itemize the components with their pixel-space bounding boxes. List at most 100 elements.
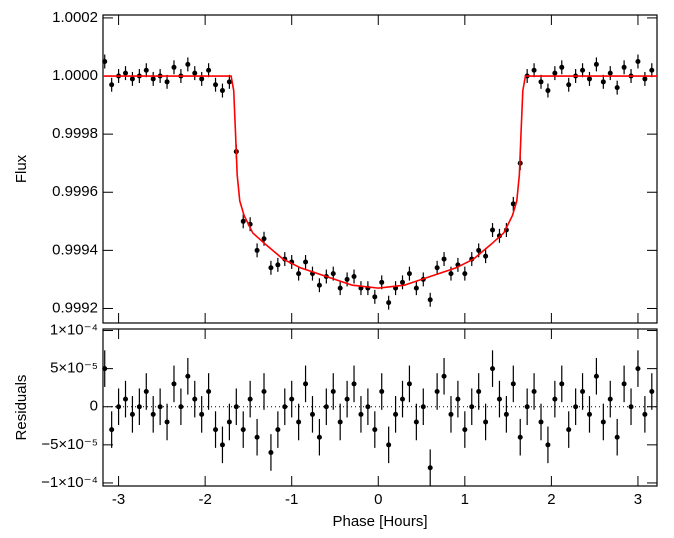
data-point bbox=[185, 61, 191, 67]
data-point bbox=[545, 88, 551, 94]
data-point bbox=[586, 411, 592, 417]
data-point bbox=[226, 419, 232, 425]
data-point bbox=[143, 388, 149, 394]
data-point bbox=[566, 82, 572, 88]
data-point bbox=[309, 411, 315, 417]
data-point bbox=[400, 396, 406, 402]
data-point bbox=[240, 218, 246, 224]
data-point bbox=[503, 411, 509, 417]
data-point bbox=[268, 449, 274, 455]
data-point bbox=[490, 227, 496, 233]
data-point bbox=[386, 442, 392, 448]
data-point bbox=[427, 297, 433, 303]
x-tick-label: 3 bbox=[634, 491, 642, 508]
data-point bbox=[261, 388, 267, 394]
data-point bbox=[185, 373, 191, 379]
data-point bbox=[351, 274, 357, 280]
data-point bbox=[600, 79, 606, 85]
y-axis-label: Residuals bbox=[13, 375, 30, 441]
data-point bbox=[573, 404, 579, 410]
data-point bbox=[219, 88, 225, 94]
data-point bbox=[192, 396, 198, 402]
data-point bbox=[621, 381, 627, 387]
data-point bbox=[199, 411, 205, 417]
data-point bbox=[164, 419, 170, 425]
data-point bbox=[649, 388, 655, 394]
data-point bbox=[289, 396, 295, 402]
data-point bbox=[323, 404, 329, 410]
data-point bbox=[642, 76, 648, 82]
data-point bbox=[490, 366, 496, 372]
data-point bbox=[344, 396, 350, 402]
data-point bbox=[580, 67, 586, 73]
data-point bbox=[406, 381, 412, 387]
x-tick-label: 0 bbox=[374, 491, 382, 508]
data-point bbox=[462, 271, 468, 277]
data-point bbox=[552, 396, 558, 402]
data-point bbox=[282, 404, 288, 410]
data-point bbox=[254, 247, 260, 253]
x-tick-label: -2 bbox=[198, 491, 211, 508]
data-point bbox=[593, 61, 599, 67]
data-point bbox=[510, 381, 516, 387]
data-point bbox=[123, 70, 129, 76]
data-point bbox=[157, 404, 163, 410]
data-point bbox=[413, 285, 419, 291]
data-point bbox=[420, 404, 426, 410]
x-axis-label: Phase [Hours] bbox=[332, 513, 427, 530]
data-point bbox=[413, 419, 419, 425]
data-point bbox=[427, 465, 433, 471]
data-point bbox=[517, 434, 523, 440]
data-point bbox=[586, 76, 592, 82]
data-point bbox=[129, 411, 135, 417]
data-point bbox=[635, 366, 641, 372]
data-point bbox=[296, 271, 302, 277]
data-point bbox=[386, 300, 392, 306]
y-tick-label: 0 bbox=[90, 398, 98, 415]
y-tick-label: −1×10⁻⁴ bbox=[41, 474, 98, 491]
data-point bbox=[621, 64, 627, 70]
data-point bbox=[476, 388, 482, 394]
data-point bbox=[150, 411, 156, 417]
data-point bbox=[206, 388, 212, 394]
data-point bbox=[150, 76, 156, 82]
data-point bbox=[538, 79, 544, 85]
data-point bbox=[524, 404, 530, 410]
data-point bbox=[448, 411, 454, 417]
data-point bbox=[400, 279, 406, 285]
data-point bbox=[337, 285, 343, 291]
data-point bbox=[607, 70, 613, 76]
data-point bbox=[275, 427, 281, 433]
data-point bbox=[316, 434, 322, 440]
data-point bbox=[434, 265, 440, 271]
data-point bbox=[580, 388, 586, 394]
data-point bbox=[233, 404, 239, 410]
y-tick-label: 0.9996 bbox=[52, 183, 98, 200]
data-point bbox=[337, 419, 343, 425]
data-point bbox=[116, 404, 122, 410]
data-point bbox=[303, 259, 309, 265]
x-tick-label: 1 bbox=[461, 491, 469, 508]
data-point bbox=[178, 404, 184, 410]
data-point bbox=[102, 58, 108, 64]
y-tick-label: 1.0002 bbox=[52, 9, 98, 26]
data-point bbox=[628, 404, 634, 410]
data-point bbox=[607, 396, 613, 402]
data-point bbox=[635, 58, 641, 64]
y-tick-label: 0.9998 bbox=[52, 125, 98, 142]
data-point bbox=[538, 419, 544, 425]
data-point bbox=[254, 434, 260, 440]
data-point bbox=[344, 276, 350, 282]
data-point bbox=[268, 265, 274, 271]
data-point bbox=[434, 388, 440, 394]
data-point bbox=[275, 262, 281, 268]
data-point bbox=[143, 67, 149, 73]
data-point bbox=[510, 201, 516, 207]
data-point bbox=[351, 381, 357, 387]
y-axis-label: Flux bbox=[13, 154, 30, 183]
data-point bbox=[109, 427, 115, 433]
data-point bbox=[164, 79, 170, 85]
data-point bbox=[261, 236, 267, 242]
data-point bbox=[206, 67, 212, 73]
data-point bbox=[649, 67, 655, 73]
